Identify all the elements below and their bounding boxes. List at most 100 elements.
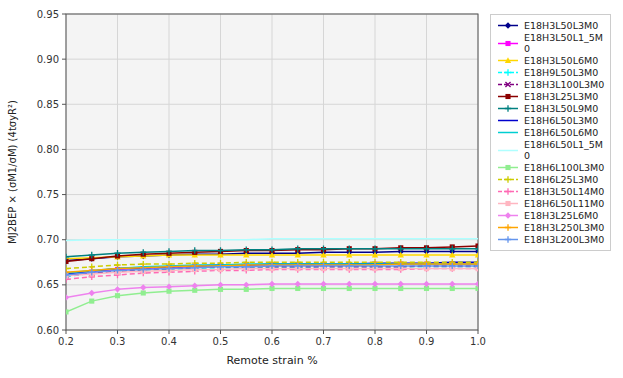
tick-mark [66, 330, 67, 334]
legend-swatch [497, 128, 519, 137]
marker [372, 263, 378, 269]
grid [66, 14, 478, 330]
tick-label: 0.95 [37, 9, 59, 20]
grid-line [66, 149, 478, 150]
legend: E18H3L50L3M0E18H3L50L1_5M 0E18H3L50L6M0E… [490, 14, 611, 251]
marker [449, 263, 455, 269]
marker [166, 248, 172, 254]
marker [243, 264, 249, 270]
legend-label: E18H3L100L3M0 [524, 79, 604, 90]
marker [372, 246, 377, 251]
marker [243, 246, 249, 252]
marker [269, 263, 275, 269]
legend-swatch [497, 211, 519, 220]
series-line [66, 239, 478, 241]
legend-marker [505, 236, 511, 242]
legend-label: E18H6L50L3M0 [524, 115, 598, 126]
legend-item: E18H3L50L3M0 [497, 20, 604, 31]
x-axis-label: Remote strain % [226, 354, 317, 367]
legend-item: E18H3L25L3M0 [497, 91, 604, 102]
marker [140, 249, 146, 255]
legend-marker [505, 188, 511, 194]
legend-swatch [497, 68, 519, 77]
legend-marker [505, 94, 510, 99]
marker [449, 281, 455, 287]
legend-marker [505, 212, 511, 218]
legend-label: E18H3L25L3M0 [524, 91, 598, 102]
series [66, 261, 478, 276]
marker [166, 265, 172, 271]
marker [398, 281, 404, 287]
legend-item: E18H3L50L9M0 [497, 103, 604, 114]
tick-mark [62, 59, 66, 60]
legend-swatch [497, 235, 519, 244]
marker [269, 262, 275, 268]
tick-mark [478, 330, 479, 334]
tick-label: 0.5 [213, 336, 229, 347]
legend-item: E18H6L50L11M0 [497, 198, 604, 209]
tick-label: 0.6 [264, 336, 280, 347]
tick-label: 0.65 [37, 279, 59, 290]
legend-swatch [497, 199, 519, 208]
marker [475, 281, 478, 287]
legend-swatch [497, 163, 519, 172]
legend-item: E18H3L50L6M0 [497, 55, 604, 66]
marker [423, 246, 429, 252]
marker [269, 246, 275, 252]
grid-line [117, 14, 118, 330]
marker [372, 262, 378, 268]
legend-marker [505, 224, 511, 230]
marker [347, 246, 352, 251]
marker [475, 246, 478, 252]
tick-label: 0.7 [316, 336, 332, 347]
tick-mark [323, 330, 324, 334]
marker [320, 263, 326, 269]
legend-label: E18H3L250L3M0 [524, 222, 604, 233]
grid-line [169, 14, 170, 330]
marker [475, 263, 478, 269]
tick-mark [62, 284, 66, 285]
series [66, 263, 478, 278]
marker [346, 262, 352, 268]
legend-label: E18H3L25L6M0 [524, 210, 598, 221]
legend-line [498, 120, 518, 122]
tick-mark [62, 330, 66, 331]
marker [114, 250, 120, 256]
tick-mark [117, 330, 118, 334]
legend-item: E18H6L50L6M0 [497, 127, 604, 138]
series-line [66, 246, 478, 261]
legend-swatch [497, 187, 519, 196]
tick-label: 0.60 [37, 325, 59, 336]
tick-mark [62, 14, 66, 15]
series [66, 281, 478, 301]
legend-label: E18H9L50L3M0 [524, 67, 598, 78]
legend-swatch [497, 92, 519, 101]
marker [295, 281, 301, 287]
tick-label: 0.4 [161, 336, 177, 347]
legend-swatch [497, 116, 519, 125]
marker [346, 281, 352, 287]
series [66, 263, 478, 278]
tick-label: 1.0 [470, 336, 486, 347]
tick-label: 0.85 [37, 99, 59, 110]
marker [114, 286, 120, 292]
tick-label: 0.90 [37, 54, 59, 65]
legend-label: E18H3L50L3M0 [524, 20, 598, 31]
marker [398, 263, 404, 269]
marker [192, 265, 198, 271]
legend-swatch [497, 104, 519, 113]
legend-item: E18H6L50L1_5M 0 [497, 139, 604, 161]
legend-item: E18H3L200L3M0 [497, 234, 604, 245]
legend-swatch [497, 39, 519, 48]
legend-marker [505, 22, 511, 28]
legend-marker [505, 82, 510, 87]
marker [346, 246, 352, 252]
marker [423, 281, 429, 287]
marker [89, 269, 95, 275]
tick-label: 0.75 [37, 189, 59, 200]
marker [320, 262, 326, 268]
marker [89, 252, 95, 258]
tick-mark [375, 330, 376, 334]
legend-swatch [497, 223, 519, 232]
tick-mark [272, 330, 273, 334]
